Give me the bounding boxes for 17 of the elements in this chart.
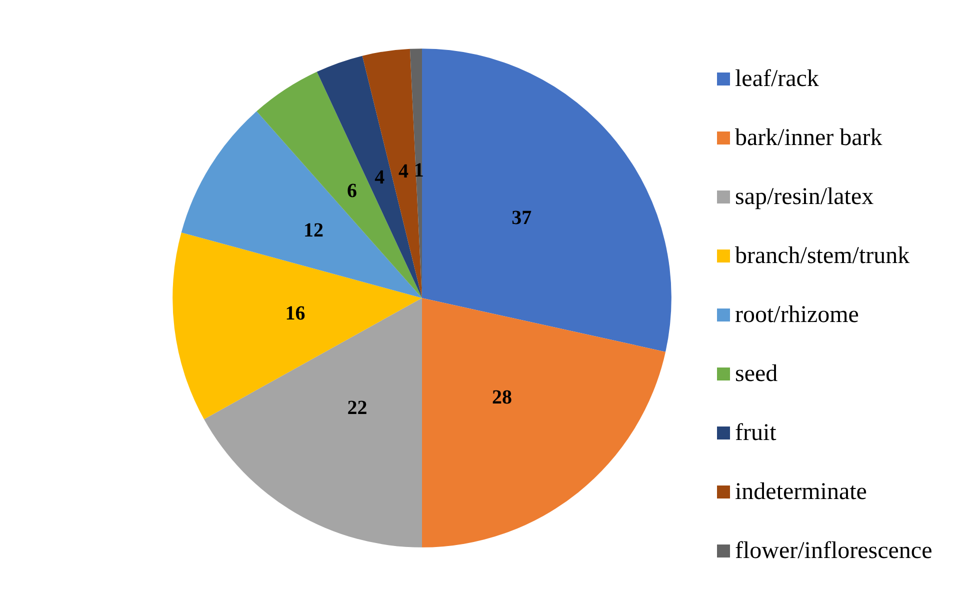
legend-label: leaf/rack: [735, 66, 819, 92]
data-label: 37: [512, 207, 532, 230]
data-label: 4: [398, 160, 409, 183]
legend-label: bark/inner bark: [735, 125, 882, 151]
legend-label: root/rhizome: [735, 302, 859, 328]
legend-label: sap/resin/latex: [735, 184, 874, 210]
legend-label: flower/inflorescence: [735, 538, 932, 564]
data-label: 4: [374, 166, 385, 189]
data-label: 12: [304, 220, 324, 242]
data-label: 16: [285, 302, 306, 324]
legend-label: fruit: [735, 420, 777, 446]
data-label: 6: [347, 180, 358, 202]
legend-label: seed: [735, 361, 778, 387]
legend-label: indeterminate: [735, 479, 867, 505]
data-label: 22: [347, 397, 368, 420]
data-label: 28: [492, 386, 512, 409]
legend-label: branch/stem/trunk: [735, 243, 910, 269]
